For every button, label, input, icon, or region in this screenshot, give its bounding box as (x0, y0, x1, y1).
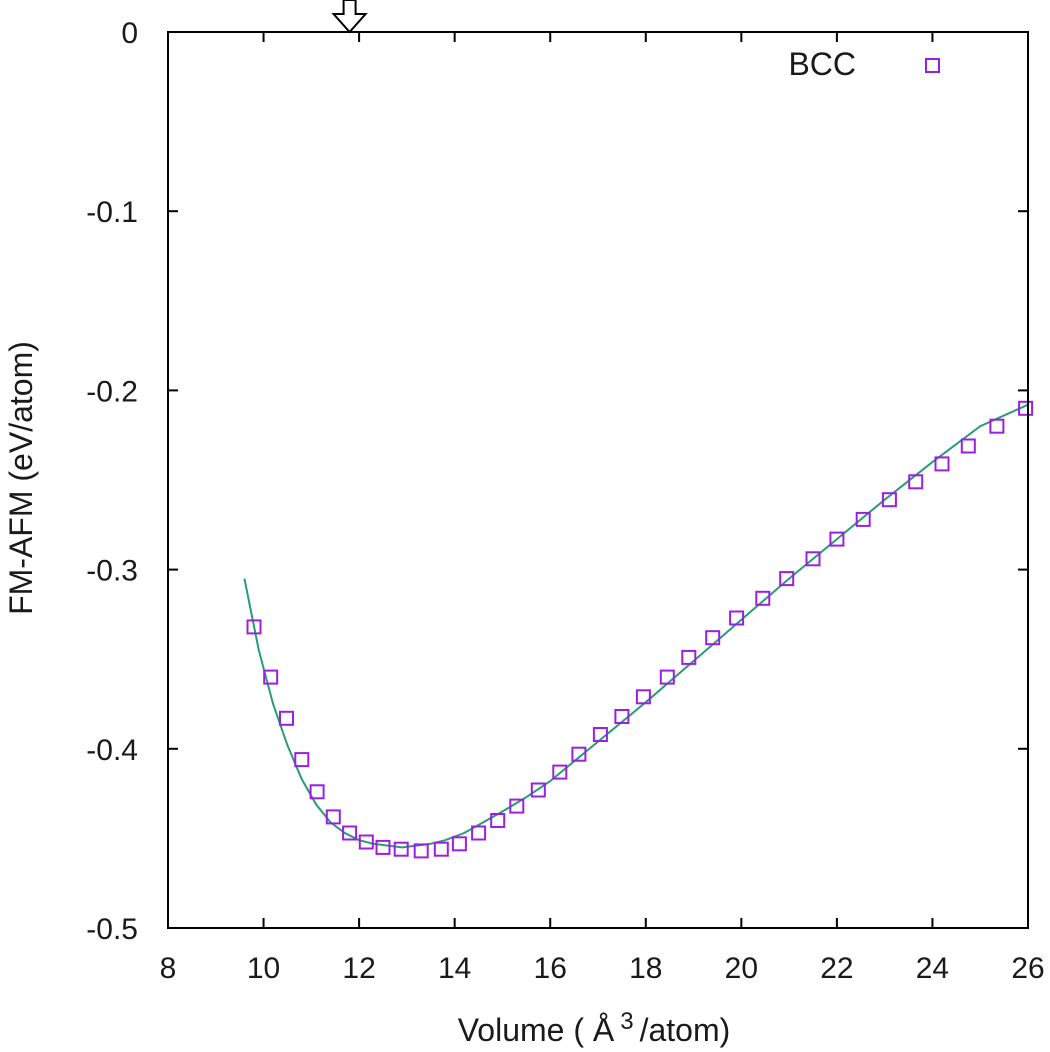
data-point-bcc (989, 418, 1005, 434)
axis-ticks (167, 31, 1029, 929)
x-tick-label: 14 (438, 952, 471, 985)
data-point-bcc (779, 571, 795, 587)
y-tick-label: -0.2 (86, 375, 138, 408)
data-point-bcc (614, 709, 630, 724)
data-point-bcc (358, 834, 374, 850)
data-point-bcc (729, 610, 745, 626)
data-point-bcc (413, 843, 429, 859)
x-tick-label: 18 (629, 952, 662, 985)
data-point-bcc (342, 825, 358, 841)
data-point-bcc (294, 752, 310, 768)
data-point-bcc (571, 746, 587, 762)
data-point-bcc (635, 689, 651, 705)
data-point-bcc (908, 474, 924, 490)
data-point-bcc (490, 813, 506, 828)
data-point-bcc (325, 809, 341, 825)
data-point-bcc (855, 511, 871, 527)
down-arrow-icon (331, 0, 368, 34)
x-tick-label: 22 (820, 952, 853, 985)
data-point-bcc (934, 456, 950, 472)
data-point-bcc (881, 492, 897, 508)
data-point-bcc (530, 782, 546, 798)
data-point-bcc (279, 710, 294, 726)
data-point-bcc (309, 784, 325, 800)
data-point-bcc (433, 841, 449, 857)
legend: BCC (788, 46, 940, 82)
x-tick-label: 26 (1011, 952, 1044, 985)
data-point-bcc (659, 669, 675, 685)
data-point-bcc (805, 551, 821, 567)
data-point-bcc (829, 531, 845, 547)
x-tick-label: 10 (247, 952, 280, 985)
data-point-bcc (1018, 400, 1034, 416)
data-point-bcc (451, 836, 467, 852)
data-point-bcc (509, 798, 525, 814)
legend-label-bcc: BCC (788, 46, 856, 82)
data-marker-layer (246, 400, 1034, 859)
y-tick-label: 0 (121, 17, 138, 50)
x-axis-label-superscript: 3 (620, 1008, 633, 1035)
y-tick-label: -0.3 (86, 555, 138, 588)
data-point-bcc (681, 649, 697, 665)
x-tick-label: 24 (916, 952, 949, 985)
data-point-bcc (375, 839, 391, 855)
y-tick-label: -0.4 (86, 734, 138, 767)
x-axis-label-suffix: /atom) (640, 1012, 731, 1048)
x-axis-label-prefix: Volume ( Å (458, 1012, 615, 1048)
y-tick-label: -0.5 (86, 913, 138, 946)
data-point-bcc (960, 438, 976, 454)
data-point-bcc (393, 841, 409, 857)
plot-area-frame (167, 31, 1029, 929)
y-tick-label: -0.1 (86, 196, 138, 229)
data-point-bcc (755, 590, 771, 606)
x-tick-label: 20 (725, 952, 758, 985)
data-point-bcc (246, 619, 262, 635)
x-tick-label: 12 (342, 952, 375, 985)
data-point-bcc (552, 764, 568, 780)
y-axis-label: FM-AFM (eV/atom) (3, 341, 39, 615)
data-point-bcc (263, 669, 279, 685)
volume-marker-arrow (331, 0, 368, 34)
data-point-bcc (705, 630, 721, 646)
axis-tick-labels: 8 10 12 14 16 18 20 22 24 26 0 -0.1 -0.2 -0.3 -0.4 -0.5 (86, 17, 1044, 985)
data-point-bcc (471, 825, 487, 841)
x-axis-label: Volume ( Å 3/atom) (458, 1008, 731, 1048)
legend-marker-bcc (925, 58, 940, 73)
x-tick-label: 16 (534, 952, 567, 985)
x-tick-label: 8 (160, 952, 177, 985)
data-point-bcc (592, 727, 608, 742)
